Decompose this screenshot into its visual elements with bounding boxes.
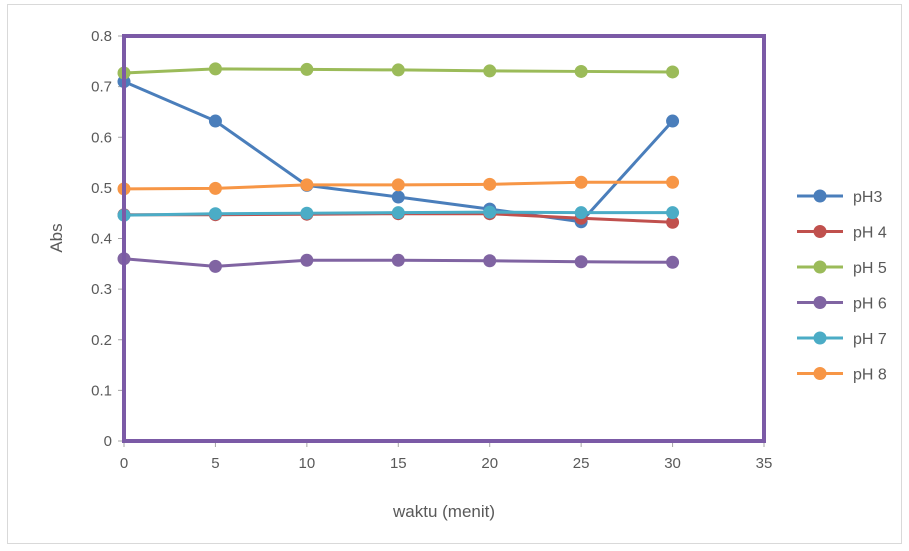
legend-label: pH 4 bbox=[853, 225, 887, 242]
y-tick-label: 0.7 bbox=[91, 79, 112, 96]
legend-marker bbox=[813, 296, 827, 309]
data-point bbox=[300, 253, 314, 267]
data-point bbox=[666, 255, 680, 269]
y-tick-label: 0.2 bbox=[91, 332, 112, 349]
x-tick-label: 5 bbox=[211, 455, 219, 472]
data-point bbox=[300, 206, 314, 220]
data-point bbox=[483, 177, 497, 191]
x-tick-label: 10 bbox=[299, 455, 316, 472]
x-axis-title: waktu (menit) bbox=[392, 502, 495, 521]
series-ph6 bbox=[117, 252, 680, 273]
y-tick-label: 0.1 bbox=[91, 382, 112, 399]
y-tick-label: 0 bbox=[104, 433, 112, 450]
legend-label: pH 7 bbox=[853, 331, 887, 348]
series-ph7 bbox=[117, 205, 680, 222]
y-tick-label: 0.8 bbox=[91, 28, 112, 45]
data-point bbox=[574, 255, 588, 269]
data-point bbox=[208, 207, 222, 221]
y-tick-label: 0.4 bbox=[91, 231, 112, 248]
legend-marker bbox=[813, 260, 827, 274]
x-tick-label: 35 bbox=[756, 455, 773, 472]
y-tick-label: 0.5 bbox=[91, 180, 112, 197]
legend: pH3 pH 4 pH 5 pH 6 pH 7 pH 8 bbox=[797, 189, 887, 384]
data-point bbox=[483, 254, 497, 268]
series-ph3 bbox=[117, 75, 680, 229]
x-tick-label: 25 bbox=[573, 455, 590, 472]
legend-item: pH 4 bbox=[797, 225, 887, 242]
data-point bbox=[666, 114, 680, 128]
data-point bbox=[391, 206, 405, 220]
data-point bbox=[300, 178, 314, 192]
series-ph8 bbox=[117, 175, 680, 196]
data-point bbox=[208, 259, 222, 273]
legend-item: pH3 bbox=[797, 189, 882, 206]
data-point bbox=[666, 215, 680, 229]
x-axis-ticks: 0 5 10 15 20 25 30 35 bbox=[120, 441, 773, 472]
data-point bbox=[391, 253, 405, 267]
x-tick-label: 0 bbox=[120, 455, 128, 472]
y-tick-label: 0.3 bbox=[91, 281, 112, 298]
data-point bbox=[483, 64, 497, 78]
y-axis-ticks: 0 0.1 0.2 0.3 0.4 0.5 0.6 0.7 0.8 bbox=[91, 28, 124, 450]
series-layer bbox=[117, 62, 680, 273]
data-point bbox=[391, 63, 405, 77]
data-point bbox=[300, 62, 314, 76]
data-point bbox=[208, 62, 222, 76]
data-point bbox=[666, 65, 680, 79]
legend-item: pH 8 bbox=[797, 367, 887, 384]
legend-label: pH 5 bbox=[853, 260, 887, 277]
y-axis-title: Abs bbox=[47, 223, 66, 252]
x-tick-label: 20 bbox=[481, 455, 498, 472]
data-point bbox=[483, 205, 497, 219]
legend-label: pH3 bbox=[853, 189, 882, 206]
x-tick-label: 30 bbox=[664, 455, 681, 472]
data-point bbox=[574, 206, 588, 220]
legend-marker bbox=[813, 331, 827, 345]
data-point bbox=[208, 181, 222, 195]
data-point bbox=[666, 175, 680, 189]
plot-area-border bbox=[122, 34, 766, 443]
legend-label: pH 6 bbox=[853, 296, 887, 313]
data-point bbox=[666, 206, 680, 220]
legend-item: pH 5 bbox=[797, 260, 887, 277]
x-tick-label: 15 bbox=[390, 455, 407, 472]
legend-item: pH 7 bbox=[797, 331, 887, 348]
data-point bbox=[208, 114, 222, 128]
data-point bbox=[574, 175, 588, 189]
legend-label: pH 8 bbox=[853, 367, 887, 384]
legend-item: pH 6 bbox=[797, 296, 887, 313]
y-tick-label: 0.6 bbox=[91, 129, 112, 146]
legend-marker bbox=[813, 367, 827, 380]
data-point bbox=[391, 178, 405, 192]
legend-marker bbox=[813, 189, 827, 203]
series-ph5 bbox=[117, 62, 680, 80]
data-point bbox=[574, 64, 588, 78]
legend-marker bbox=[813, 225, 827, 238]
data-point bbox=[391, 190, 405, 204]
